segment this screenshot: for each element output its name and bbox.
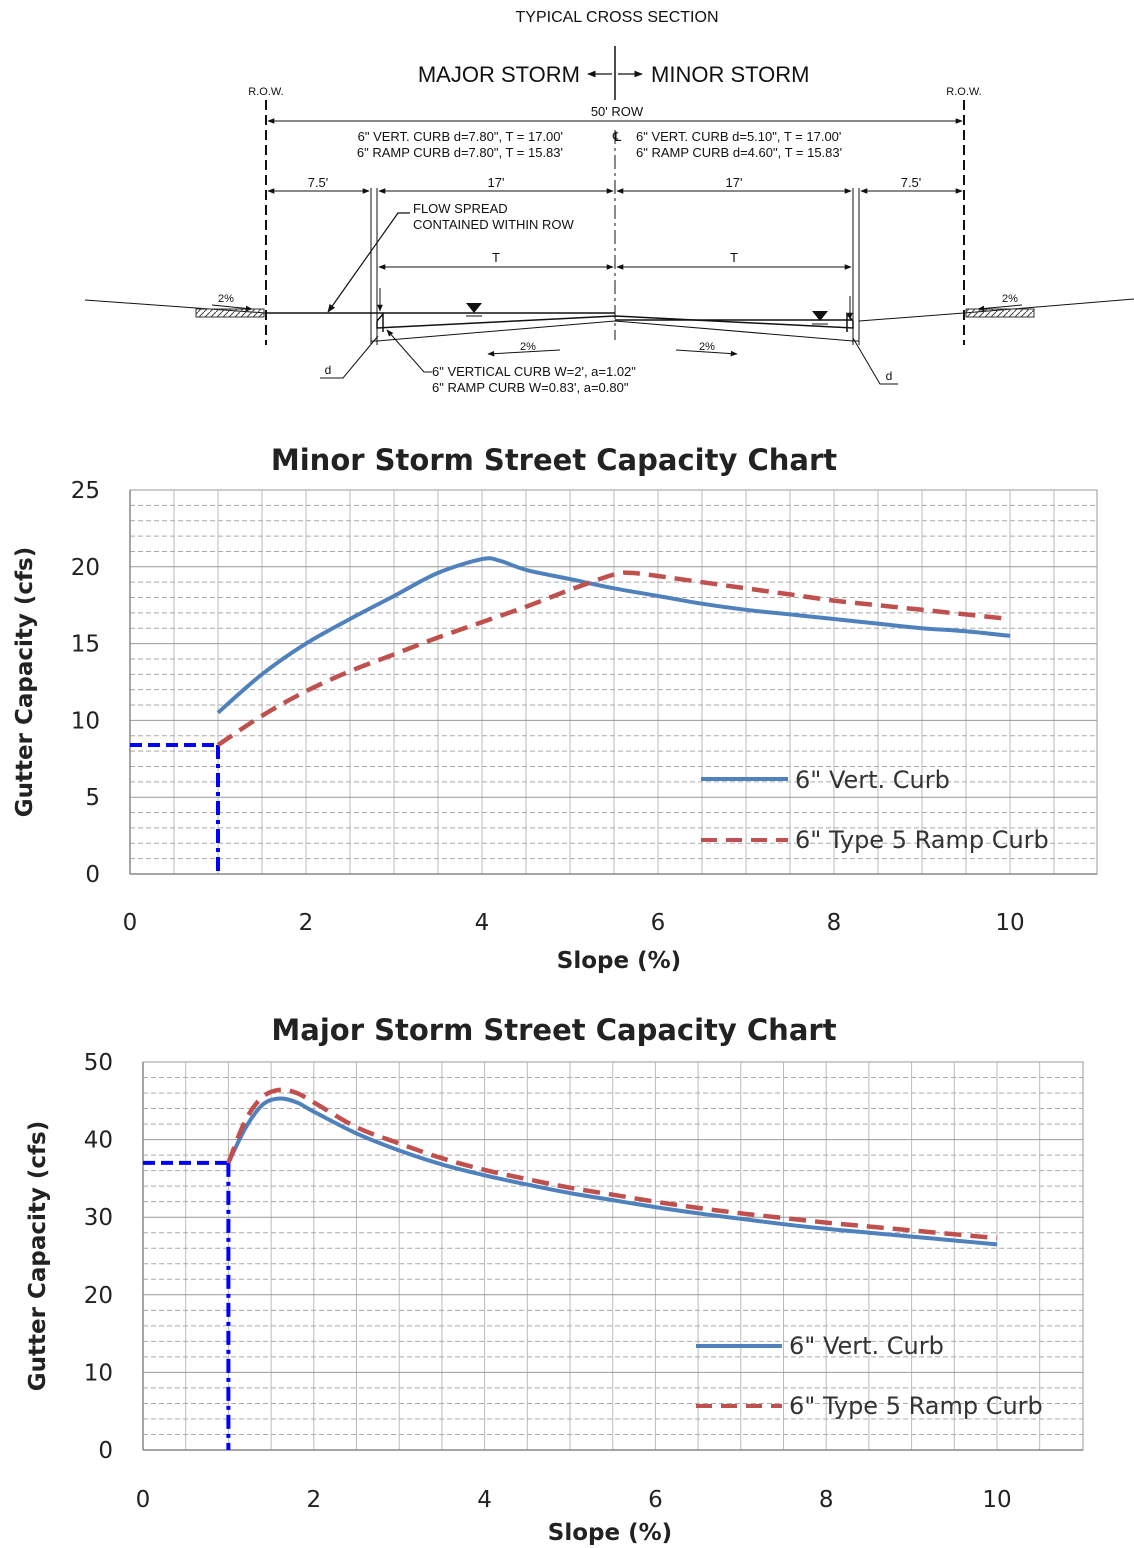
minor-legend-label-vert: 6" Vert. Curb	[795, 766, 950, 794]
t-left-label: T	[492, 250, 500, 265]
major-y-tick-label: 10	[84, 1360, 113, 1386]
minor-x-tick-label: 8	[827, 910, 842, 936]
section-title: TYPICAL CROSS SECTION	[516, 9, 719, 26]
d-left-leader	[320, 335, 379, 379]
flow-note-leader	[327, 212, 410, 313]
minor-x-tick-label: 4	[475, 910, 490, 936]
slope-left-inner: 2%	[520, 341, 536, 353]
major-y-tick-label: 30	[84, 1205, 113, 1231]
water-level-icon-left	[466, 303, 482, 313]
slope-left-inner-arrow	[487, 349, 561, 357]
right-note-2: 6" RAMP CURB d=4.60", T = 15.83'	[636, 145, 842, 160]
slope-right-inner-arrow	[675, 349, 738, 357]
t-right-label: T	[730, 250, 738, 265]
d-right-label: d	[886, 369, 893, 383]
major-chart-legend: 6" Vert. Curb 6" Type 5 Ramp Curb	[696, 1332, 1043, 1420]
dim-right-outer: 7.5'	[901, 175, 922, 190]
left-note-2: 6" RAMP CURB d=7.80", T = 15.83'	[357, 145, 563, 160]
water-level-icon-right	[812, 311, 828, 321]
minor-series-vert-curb	[216, 556, 1011, 715]
major-x-tick-label: 4	[477, 1487, 492, 1513]
minor-y-tick-label: 0	[85, 862, 100, 888]
minor-y-tick-label: 20	[71, 555, 100, 581]
major-x-tick-label: 6	[648, 1487, 663, 1513]
slope-left-outer-arrow	[211, 304, 253, 312]
slope-right-outer-arrow	[977, 304, 1023, 312]
slope-left-outer: 2%	[218, 293, 234, 305]
minor-y-tick-label: 25	[71, 478, 100, 504]
major-y-axis-title: Gutter Capacity (cfs)	[25, 1121, 51, 1391]
dim-right-inner: 17'	[726, 175, 743, 190]
slope-right-inner: 2%	[699, 341, 715, 353]
major-y-tick-label: 20	[84, 1283, 113, 1309]
cross-section: TYPICAL CROSS SECTION MAJOR STORM MINOR …	[84, 9, 1134, 395]
major-x-tick-label: 8	[819, 1487, 834, 1513]
major-x-tick-label: 0	[136, 1487, 151, 1513]
ground-right-inner	[858, 312, 965, 322]
major-chart-title: Major Storm Street Capacity Chart	[271, 1013, 836, 1047]
row-right-label: R.O.W.	[946, 86, 981, 98]
major-chart-grid	[142, 1061, 1084, 1451]
curb-left	[376, 311, 384, 332]
major-y-tick-label: 40	[84, 1128, 113, 1154]
minor-x-tick-label: 10	[995, 910, 1024, 936]
major-storm-label: MAJOR STORM	[418, 62, 580, 87]
centerline-symbol: ℄	[612, 129, 622, 144]
d-right-leader	[852, 337, 898, 385]
major-series-vert-curb	[226, 1096, 998, 1247]
minor-storm-label: MINOR STORM	[651, 62, 809, 87]
curb-note-2: 6" RAMP CURB W=0.83', a=0.80"	[432, 380, 629, 395]
major-x-axis-title: Slope (%)	[548, 1520, 672, 1546]
row-left-label: R.O.W.	[248, 86, 283, 98]
pavement-top	[376, 315, 854, 329]
major-x-tick-label: 10	[982, 1487, 1011, 1513]
major-storm-chart: Major Storm Street Capacity Chart 0 2 4 6 8 1…	[25, 1013, 1084, 1546]
major-legend-label-vert: 6" Vert. Curb	[789, 1332, 944, 1360]
minor-chart-series	[216, 556, 1011, 747]
right-note-1: 6" VERT. CURB d=5.10", T = 17.00'	[636, 129, 841, 144]
curb-note-leader	[386, 329, 432, 373]
sidewalk-right	[965, 308, 1035, 318]
minor-y-tick-label: 10	[71, 708, 100, 734]
left-note-1: 6" VERT. CURB d=7.80", T = 17.00'	[358, 129, 563, 144]
major-y-tick-label: 0	[98, 1438, 113, 1464]
minor-x-tick-label: 2	[299, 910, 314, 936]
major-chart-series	[226, 1087, 998, 1247]
minor-chart-title: Minor Storm Street Capacity Chart	[271, 443, 837, 477]
flow-note-2: CONTAINED WITHIN ROW	[413, 217, 575, 232]
curb-note-1: 6" VERTICAL CURB W=2', a=1.02"	[432, 364, 636, 379]
minor-y-tick-label: 5	[85, 785, 100, 811]
major-series-ramp-curb	[226, 1087, 998, 1241]
major-legend-label-ramp: 6" Type 5 Ramp Curb	[789, 1392, 1043, 1420]
minor-chart-ticks: 0 2 4 6 8 10 0 5 10 15 20 25	[71, 478, 1025, 936]
minor-storm-chart: Minor Storm Street Capacity Chart 0 2 4 6 8 1…	[12, 443, 1098, 974]
minor-y-axis-title: Gutter Capacity (cfs)	[12, 547, 38, 817]
minor-x-tick-label: 6	[651, 910, 666, 936]
slope-right-outer: 2%	[1002, 293, 1018, 305]
dim-left-outer: 7.5'	[308, 175, 329, 190]
minor-x-axis-title: Slope (%)	[557, 948, 681, 974]
minor-series-ramp-curb	[216, 570, 1011, 747]
minor-y-tick-label: 15	[71, 632, 100, 658]
minor-chart-grid	[129, 489, 1098, 875]
sidewalk-left	[195, 308, 265, 318]
minor-legend-label-ramp: 6" Type 5 Ramp Curb	[795, 826, 1049, 854]
major-chart-ticks: 0 2 4 6 8 10 0 10 20 30 40 50	[84, 1050, 1012, 1513]
major-x-tick-label: 2	[306, 1487, 321, 1513]
major-chart-reference-lines	[143, 1160, 231, 1450]
d-left-label: d	[325, 363, 332, 377]
row-width-label: 50' ROW	[591, 104, 644, 119]
flow-note-1: FLOW SPREAD	[413, 201, 508, 216]
minor-x-tick-label: 0	[123, 910, 138, 936]
minor-chart-reference-lines	[130, 742, 220, 874]
dim-left-inner: 17'	[488, 175, 505, 190]
major-y-tick-label: 50	[84, 1050, 113, 1076]
minor-chart-legend: 6" Vert. Curb 6" Type 5 Ramp Curb	[701, 766, 1049, 854]
